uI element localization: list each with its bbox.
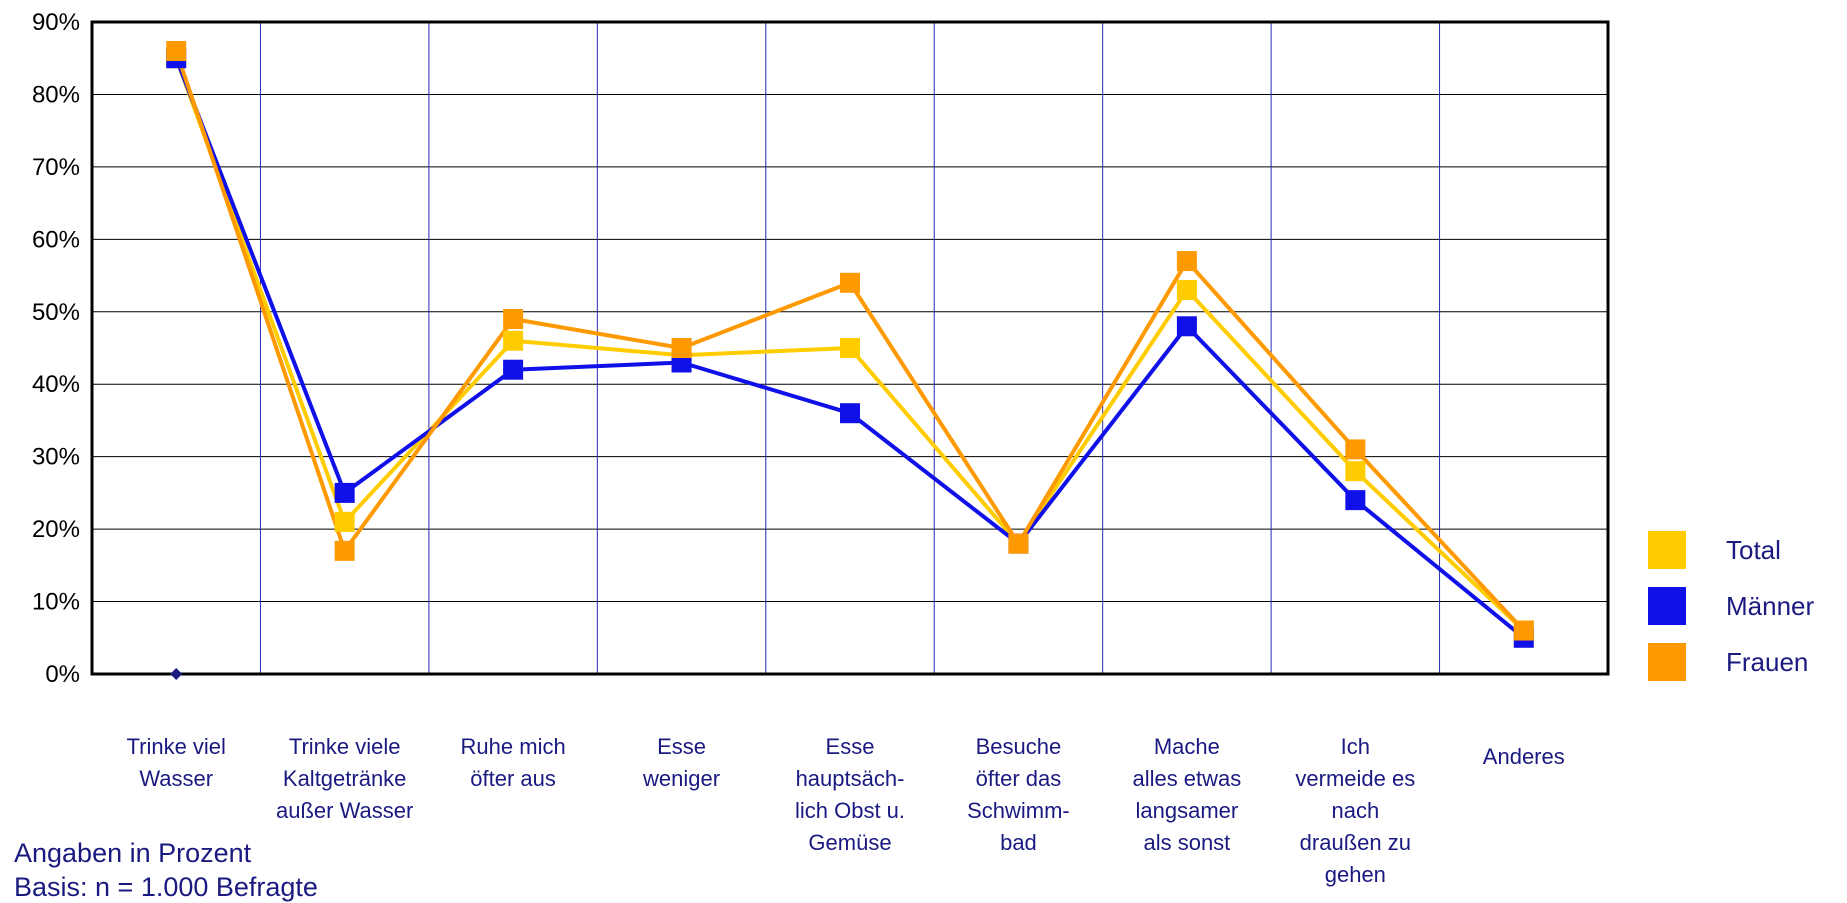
- data-point: [166, 40, 187, 61]
- x-category-label: hauptsäch-: [796, 766, 905, 791]
- data-point: [671, 338, 692, 358]
- x-category-label: Gemüse: [808, 830, 891, 855]
- data-point: [840, 272, 860, 293]
- note-units: Angaben in Prozent: [14, 838, 252, 868]
- y-axis-ticks: 0% 10% 20% 30% 40% 50% 60% 70% 80% 90%: [32, 9, 80, 688]
- data-point: [334, 482, 355, 503]
- x-category-label: vermeide es: [1295, 766, 1415, 791]
- x-category-label: Trinke viele: [289, 734, 401, 759]
- y-tick-label: 10%: [32, 589, 80, 616]
- x-category-label: Schwimm-: [967, 798, 1070, 823]
- y-tick-label: 90%: [32, 9, 80, 36]
- x-category-label: Wasser: [139, 766, 213, 791]
- x-category-label: Ich: [1341, 734, 1370, 759]
- series-lines: [166, 40, 1534, 680]
- x-category-label: gehen: [1325, 862, 1386, 887]
- y-tick-label: 50%: [32, 299, 80, 326]
- x-category-label: Trinke viel: [127, 734, 226, 759]
- x-category-label: Anderes: [1483, 744, 1565, 769]
- x-category-label: Mache: [1154, 734, 1220, 759]
- x-category-label: außer Wasser: [276, 798, 413, 823]
- data-point: [1008, 533, 1029, 554]
- x-category-label: Besuche: [976, 734, 1062, 759]
- data-point: [1345, 490, 1366, 511]
- x-category-label: Esse: [826, 734, 875, 759]
- x-category-label: nach: [1331, 798, 1379, 823]
- x-category-label: als sonst: [1143, 830, 1230, 855]
- x-category-label: Esse: [657, 734, 706, 759]
- x-category-label: öfter aus: [470, 766, 556, 791]
- y-tick-label: 30%: [32, 444, 80, 471]
- x-category-label: alles etwas: [1132, 766, 1241, 791]
- data-point: [334, 540, 355, 561]
- data-point: [1513, 620, 1534, 641]
- data-point: [503, 359, 524, 380]
- data-point: [840, 338, 860, 358]
- data-point: [1176, 316, 1197, 337]
- x-category-label: weniger: [642, 766, 720, 791]
- legend-label-frauen: Frauen: [1726, 647, 1808, 677]
- data-point: [1345, 461, 1366, 482]
- x-category-label: lich Obst u.: [795, 798, 905, 823]
- x-category-label: Kaltgetränke: [283, 766, 407, 791]
- y-tick-label: 20%: [32, 516, 80, 543]
- legend-label-männer: Männer: [1726, 591, 1814, 621]
- data-point: [1176, 251, 1197, 272]
- y-tick-label: 70%: [32, 154, 80, 181]
- data-point: [334, 511, 355, 532]
- x-category-label: öfter das: [976, 766, 1062, 791]
- legend: Total Männer Frauen: [1648, 531, 1814, 681]
- y-tick-label: 60%: [32, 226, 80, 253]
- x-category-label: bad: [1000, 830, 1037, 855]
- y-tick-label: 40%: [32, 371, 80, 398]
- legend-swatch-total: [1648, 531, 1686, 569]
- data-point: [1176, 280, 1197, 301]
- y-tick-label: 80%: [32, 81, 80, 108]
- x-axis-categories: Trinke viel Wasser Trinke viele Kaltgetränk…: [127, 734, 1565, 887]
- data-point: [503, 309, 524, 330]
- x-category-label: Ruhe mich: [461, 734, 566, 759]
- data-point: [1345, 439, 1366, 460]
- grid-lines: [92, 22, 1608, 674]
- axis-marker: [170, 668, 183, 680]
- x-category-label: draußen zu: [1300, 830, 1411, 855]
- legend-label-total: Total: [1726, 535, 1781, 565]
- plot-frame: [90, 20, 1610, 676]
- data-point: [503, 330, 524, 351]
- legend-swatch-frauen: [1648, 643, 1686, 681]
- data-point: [840, 403, 860, 424]
- y-tick-label: 0%: [45, 661, 80, 688]
- x-category-label: langsamer: [1136, 798, 1239, 823]
- legend-swatch-männer: [1648, 587, 1686, 625]
